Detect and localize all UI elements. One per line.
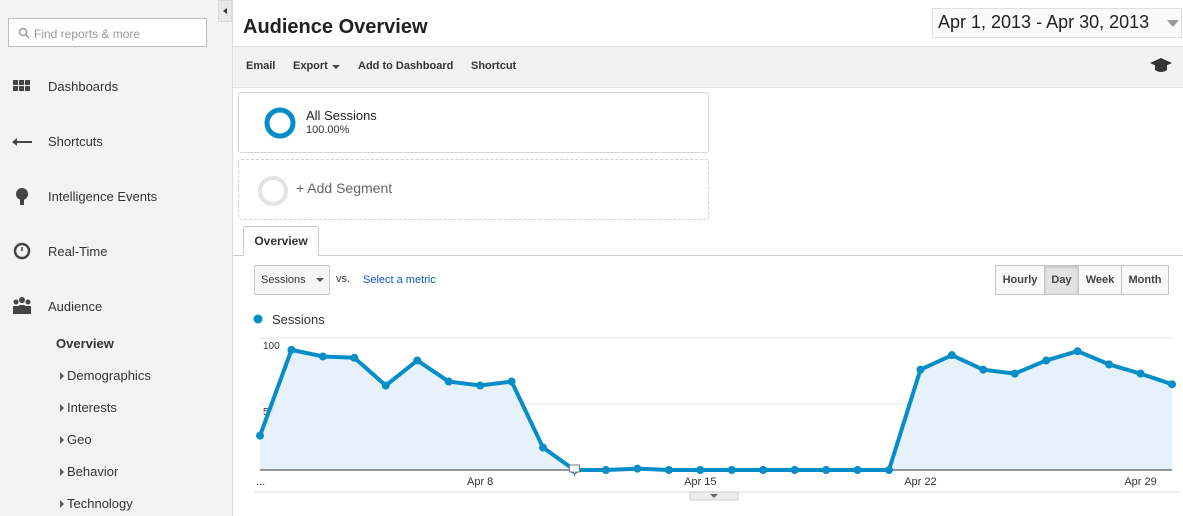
- point: [256, 431, 264, 440]
- search-box[interactable]: Find reports & more: [8, 18, 207, 47]
- tab-rule: [233, 255, 1183, 256]
- x-tick-label: Apr 22: [904, 476, 936, 488]
- toolbar-button[interactable]: Export: [293, 60, 328, 72]
- segment-ring: [258, 176, 288, 206]
- line: [258, 347, 1173, 472]
- point: [381, 381, 390, 390]
- point: [287, 345, 296, 354]
- expand-arrow: [60, 404, 64, 412]
- annotation-marker: [568, 464, 580, 477]
- date-picker[interactable]: Apr 1, 2013 - Apr 30, 2013: [932, 8, 1182, 38]
- area: [260, 349, 1172, 470]
- point: [318, 352, 327, 361]
- toolbar: Email Export Add to Dashboard Shortcut: [233, 46, 1183, 88]
- granularity-button[interactable]: Day: [1044, 265, 1079, 295]
- point: [979, 365, 988, 374]
- point: [1010, 369, 1019, 378]
- add-segment[interactable]: + Add Segment: [238, 159, 709, 220]
- nav-item[interactable]: Real-Time: [48, 244, 108, 259]
- segment-name: All Sessions: [306, 108, 377, 123]
- expand-arrow: [60, 436, 64, 444]
- point: [1168, 380, 1176, 389]
- search-placeholder: Find reports & more: [34, 27, 141, 41]
- metric-dropdown[interactable]: Sessions: [254, 265, 330, 295]
- point: [696, 466, 705, 474]
- expand-arrow: [60, 468, 64, 476]
- toolbar-button[interactable]: Email: [246, 60, 276, 72]
- dropdown-arrow: [332, 65, 340, 69]
- point: [539, 443, 548, 452]
- point: [350, 353, 359, 362]
- collapse-button[interactable]: [218, 0, 232, 22]
- vs-label: vs.: [336, 273, 351, 285]
- nav-subitem[interactable]: Geo: [67, 432, 92, 447]
- point: [916, 365, 925, 374]
- point: [444, 377, 453, 386]
- legend-marker: [253, 314, 263, 324]
- nav-subitem-active[interactable]: Overview: [56, 336, 114, 351]
- date-range: Apr 1, 2013 - Apr 30, 2013: [938, 12, 1150, 32]
- legend-label: Sessions: [272, 312, 325, 327]
- point: [633, 464, 642, 473]
- add-segment-label: + Add Segment: [296, 180, 393, 196]
- point: [759, 466, 768, 474]
- x-tick-label: Apr 15: [684, 476, 716, 488]
- x-tick-label: ...: [256, 476, 265, 488]
- tab[interactable]: Overview: [243, 226, 319, 256]
- point: [884, 466, 893, 474]
- toolbar-button[interactable]: Add to Dashboard: [358, 60, 454, 72]
- expand-arrow: [60, 500, 64, 508]
- nav-subitem[interactable]: Demographics: [67, 368, 151, 383]
- expand-arrow: [60, 372, 64, 380]
- point: [822, 466, 831, 474]
- point: [601, 466, 610, 474]
- nav-subitem[interactable]: Technology: [67, 496, 133, 511]
- segment-card[interactable]: All Sessions 100.00%: [238, 92, 709, 153]
- toolbar-button[interactable]: Shortcut: [471, 60, 517, 72]
- point: [947, 351, 956, 360]
- select-metric-link[interactable]: Select a metric: [363, 274, 436, 286]
- dropdown-arrow: [316, 278, 324, 282]
- point: [1136, 369, 1145, 378]
- point: [790, 466, 799, 474]
- granularity-button[interactable]: Week: [1078, 265, 1122, 295]
- point: [853, 466, 862, 474]
- point: [727, 466, 736, 474]
- metric-label: Sessions: [261, 274, 306, 286]
- nav-item[interactable]: Audience: [48, 299, 103, 314]
- sidebar: Find reports & more Dashboards Shortcuts…: [0, 0, 233, 516]
- nav-item[interactable]: Intelligence Events: [48, 189, 158, 204]
- search-icon: [18, 27, 30, 39]
- segment-ring: [264, 107, 296, 139]
- segment-share: 100.00%: [306, 124, 350, 136]
- nav-subitem[interactable]: Behavior: [67, 464, 119, 479]
- point: [664, 466, 673, 474]
- nav-item[interactable]: Dashboards: [48, 79, 119, 94]
- dropdown-arrow: [1167, 20, 1179, 27]
- nav-item[interactable]: Shortcuts: [48, 134, 103, 149]
- granularity-button[interactable]: Hourly: [995, 265, 1045, 295]
- point: [507, 377, 516, 386]
- y-tick-label: 100: [263, 341, 280, 352]
- page-title: Audience Overview: [243, 16, 428, 38]
- point: [1105, 360, 1114, 369]
- point: [1073, 347, 1082, 356]
- point: [476, 381, 485, 390]
- point: [413, 356, 422, 365]
- x-tick-label: Apr 8: [467, 476, 493, 488]
- nav-icons: [12, 80, 32, 314]
- granularity-button[interactable]: Month: [1121, 265, 1169, 295]
- point: [1042, 356, 1051, 365]
- scroll-arrow: [710, 494, 718, 498]
- x-tick-label: Apr 29: [1124, 476, 1156, 488]
- nav-subitem[interactable]: Interests: [67, 400, 117, 415]
- academy-icon[interactable]: [1150, 58, 1172, 74]
